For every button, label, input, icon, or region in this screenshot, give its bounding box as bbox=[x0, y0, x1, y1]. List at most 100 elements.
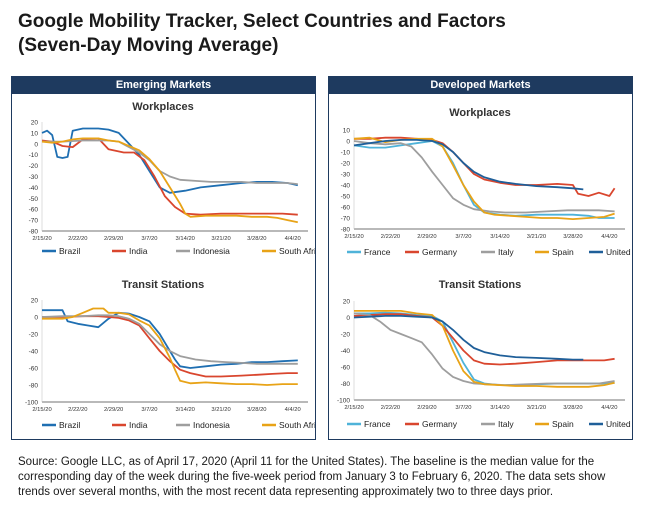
x-tick-label: 3/21/20 bbox=[211, 407, 230, 413]
y-tick-label: -20 bbox=[341, 161, 351, 168]
series-line-germany bbox=[353, 313, 615, 366]
chart-title: Workplaces bbox=[449, 107, 511, 119]
y-tick-label: -20 bbox=[341, 332, 351, 339]
x-tick-label: 2/22/20 bbox=[68, 236, 87, 242]
y-tick-label: -60 bbox=[29, 366, 39, 373]
y-tick-label: -30 bbox=[29, 174, 39, 181]
panel-emerging-markets: Emerging Markets Workplaces 20 10 0 -10 -20 -3… bbox=[11, 76, 316, 440]
x-tick-label: 3/7/20 bbox=[455, 234, 471, 240]
y-tick-label: -100 bbox=[337, 398, 350, 405]
x-tick-label: 2/15/20 bbox=[344, 405, 363, 411]
y-tick-label: -50 bbox=[29, 196, 39, 203]
y-tick-label: -10 bbox=[341, 150, 351, 157]
series-line-south-africa bbox=[41, 137, 298, 224]
y-tick-label: -80 bbox=[341, 381, 351, 388]
y-tick-label: 0 bbox=[34, 141, 38, 148]
developed-markets-charts: Workplaces100-10-20-30-40-50-60-70-802/1… bbox=[337, 107, 632, 429]
y-tick-label: -10 bbox=[29, 152, 39, 159]
y-tick-label: -80 bbox=[341, 227, 351, 234]
y-tick-label: -70 bbox=[29, 218, 39, 225]
y-tick-label: 20 bbox=[31, 298, 39, 305]
x-tick-label: 2/22/20 bbox=[381, 234, 400, 240]
x-tick-label: 3/14/20 bbox=[176, 407, 195, 413]
series-line-italy bbox=[353, 312, 615, 386]
legend: France Germany Italy Spain United States bbox=[347, 247, 632, 257]
panel-header-developed: Developed Markets bbox=[329, 77, 632, 94]
y-tick-label: 10 bbox=[343, 128, 351, 135]
y-tick-label: -20 bbox=[29, 163, 39, 170]
y-tick-label: -30 bbox=[341, 172, 351, 179]
chart-em-transit-stations: Transit Stations 20 0 -20 -40 -60 -80 -1002/15/… bbox=[25, 279, 315, 430]
title-line-1: Google Mobility Tracker, Select Countrie… bbox=[18, 11, 506, 32]
y-tick-label: -80 bbox=[29, 229, 39, 236]
emerging-markets-charts: Workplaces20100-10-20-30-40-50-60-70-802… bbox=[25, 101, 315, 430]
x-tick-label: 3/28/20 bbox=[247, 236, 266, 242]
y-tick-label: -100 bbox=[25, 400, 38, 407]
x-tick-label: 3/7/20 bbox=[141, 236, 157, 242]
chart-title: Transit Stations bbox=[122, 279, 205, 291]
legend: France Germany Italy Spain United States bbox=[347, 419, 632, 429]
legend-label-south-africa: South Africa bbox=[279, 420, 315, 430]
series-line-spain bbox=[353, 136, 615, 220]
y-tick-label: -60 bbox=[29, 207, 39, 214]
series-line-india bbox=[41, 137, 298, 216]
legend-label-germany: Germany bbox=[422, 419, 458, 429]
x-tick-label: 2/29/20 bbox=[417, 234, 436, 240]
series-line-united-states bbox=[353, 139, 584, 191]
chart-dev-transit-stations: Transit Stations 20 0 -20 -40 -60 -80 -1002/15/… bbox=[337, 279, 632, 429]
series-line-india bbox=[42, 315, 298, 378]
legend-label-south-africa: South Africa bbox=[279, 246, 315, 256]
y-tick-label: -20 bbox=[29, 332, 39, 339]
y-tick-label: -40 bbox=[29, 349, 39, 356]
x-tick-label: 3/21/20 bbox=[527, 405, 546, 411]
series-line-south-africa bbox=[42, 307, 298, 386]
series-line-indonesia bbox=[42, 139, 298, 185]
y-tick-label: 20 bbox=[343, 299, 351, 306]
legend-label-spain: Spain bbox=[552, 419, 574, 429]
legend-label-germany: Germany bbox=[422, 247, 458, 257]
x-tick-label: 3/21/20 bbox=[211, 236, 230, 242]
legend-label-italy: Italy bbox=[498, 247, 514, 257]
y-tick-label: -60 bbox=[341, 205, 351, 212]
panel-developed-markets: Developed Markets Workplaces 10 0 -10 -20 -30… bbox=[328, 76, 633, 440]
chart-title: Workplaces bbox=[132, 101, 194, 113]
x-tick-label: 3/7/20 bbox=[455, 405, 471, 411]
x-tick-label: 3/28/20 bbox=[247, 407, 266, 413]
y-tick-label: 0 bbox=[34, 315, 38, 322]
y-tick-label: -50 bbox=[341, 194, 351, 201]
series-line-france bbox=[353, 140, 615, 219]
legend-label-brazil: Brazil bbox=[59, 420, 80, 430]
series-line-spain bbox=[354, 310, 615, 388]
x-tick-label: 2/22/20 bbox=[381, 405, 400, 411]
y-tick-label: -70 bbox=[341, 216, 351, 223]
x-tick-label: 4/4/20 bbox=[285, 236, 301, 242]
series-line-united-states bbox=[353, 315, 584, 361]
x-tick-label: 3/7/20 bbox=[141, 407, 157, 413]
legend-label-france: France bbox=[364, 419, 391, 429]
series-line-germany bbox=[354, 136, 616, 197]
x-tick-label: 3/14/20 bbox=[490, 405, 509, 411]
y-tick-label: -40 bbox=[29, 185, 39, 192]
x-tick-label: 2/29/20 bbox=[417, 405, 436, 411]
legend: Brazil India Indonesia South Africa bbox=[42, 420, 315, 430]
y-tick-label: 0 bbox=[346, 139, 350, 146]
x-tick-label: 3/28/20 bbox=[563, 405, 582, 411]
y-tick-label: -40 bbox=[341, 183, 351, 190]
y-tick-label: 10 bbox=[31, 130, 39, 137]
legend-label-italy: Italy bbox=[498, 419, 514, 429]
title-line-2: (Seven-Day Moving Average) bbox=[18, 35, 279, 56]
x-tick-label: 2/22/20 bbox=[68, 407, 87, 413]
legend-label-france: France bbox=[364, 247, 391, 257]
x-tick-label: 2/15/20 bbox=[344, 234, 363, 240]
x-tick-label: 4/4/20 bbox=[601, 405, 617, 411]
legend-label-india: India bbox=[129, 246, 148, 256]
y-tick-label: 0 bbox=[346, 315, 350, 322]
x-tick-label: 2/15/20 bbox=[32, 407, 51, 413]
x-tick-label: 2/15/20 bbox=[32, 236, 51, 242]
y-tick-label: -40 bbox=[341, 348, 351, 355]
legend: Brazil India Indonesia South Africa bbox=[42, 246, 315, 256]
x-tick-label: 3/28/20 bbox=[563, 234, 582, 240]
source-note: Source: Google LLC, as of April 17, 2020… bbox=[18, 456, 606, 498]
chart-dev-workplaces: Workplaces 10 0 -10 -20 -30 -40 -50 -60 -70 -802/1… bbox=[341, 107, 632, 257]
x-tick-label: 3/14/20 bbox=[490, 234, 509, 240]
